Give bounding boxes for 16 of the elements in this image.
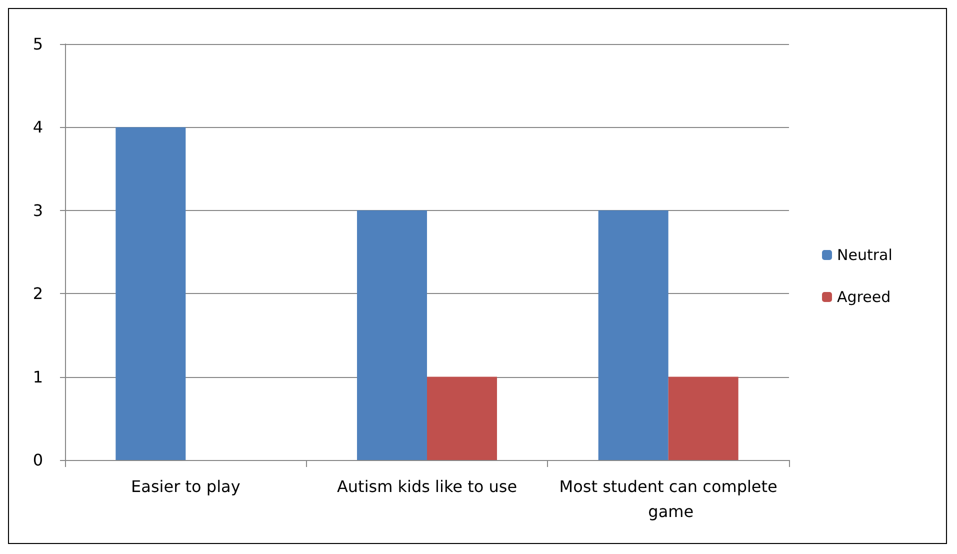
legend-label: Neutral: [837, 246, 892, 264]
bar: [116, 127, 186, 460]
bar: [598, 210, 668, 460]
bar: [357, 210, 427, 460]
y-tick-label: 5: [32, 34, 43, 54]
bar: [668, 376, 738, 460]
y-tick-label: 2: [32, 284, 43, 304]
y-tick-label: 4: [32, 118, 43, 137]
y-tick-label: 0: [32, 450, 43, 470]
x-tick-label: Autism kids like to use: [336, 477, 518, 496]
y-tick-label: 3: [32, 200, 43, 220]
x-tick-label: Most student can complete game: [559, 477, 778, 521]
legend-label: Agreed: [837, 288, 891, 306]
bar: [427, 376, 497, 460]
x-tick-label: Easier to play: [131, 477, 240, 496]
y-tick-label: 1: [32, 367, 43, 386]
